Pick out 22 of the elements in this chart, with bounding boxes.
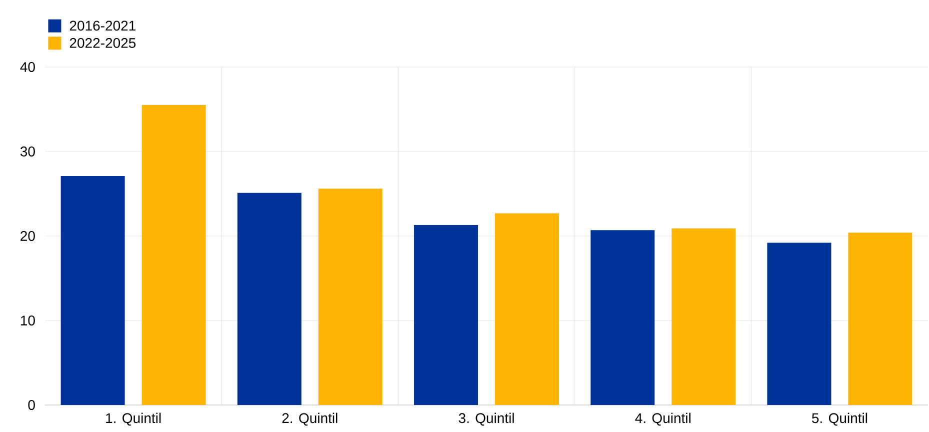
- bar: [142, 105, 206, 405]
- bar: [318, 188, 382, 405]
- bar: [767, 242, 832, 405]
- legend-label: 2016-2021: [70, 20, 136, 31]
- bar: [414, 225, 478, 405]
- bar: [848, 232, 912, 405]
- bar: [237, 192, 302, 405]
- y-tick-label: 40: [20, 62, 35, 72]
- bar: [590, 230, 655, 405]
- x-tick-label: 1. Quintil: [106, 412, 161, 426]
- legend-label: 2022-2025: [70, 38, 136, 48]
- x-tick-label: 2. Quintil: [282, 412, 338, 426]
- x-tick-label: 5. Quintil: [812, 412, 868, 426]
- x-tick-label: 3. Quintil: [458, 412, 514, 426]
- y-tick-label: 10: [20, 316, 35, 326]
- y-tick-label: 20: [20, 231, 35, 241]
- x-tick-label: 4. Quintil: [635, 412, 690, 426]
- y-tick-label: 30: [20, 146, 35, 156]
- bar: [60, 176, 125, 405]
- y-tick-label: 0: [28, 400, 35, 410]
- bar: [672, 228, 736, 405]
- bar: [495, 213, 560, 405]
